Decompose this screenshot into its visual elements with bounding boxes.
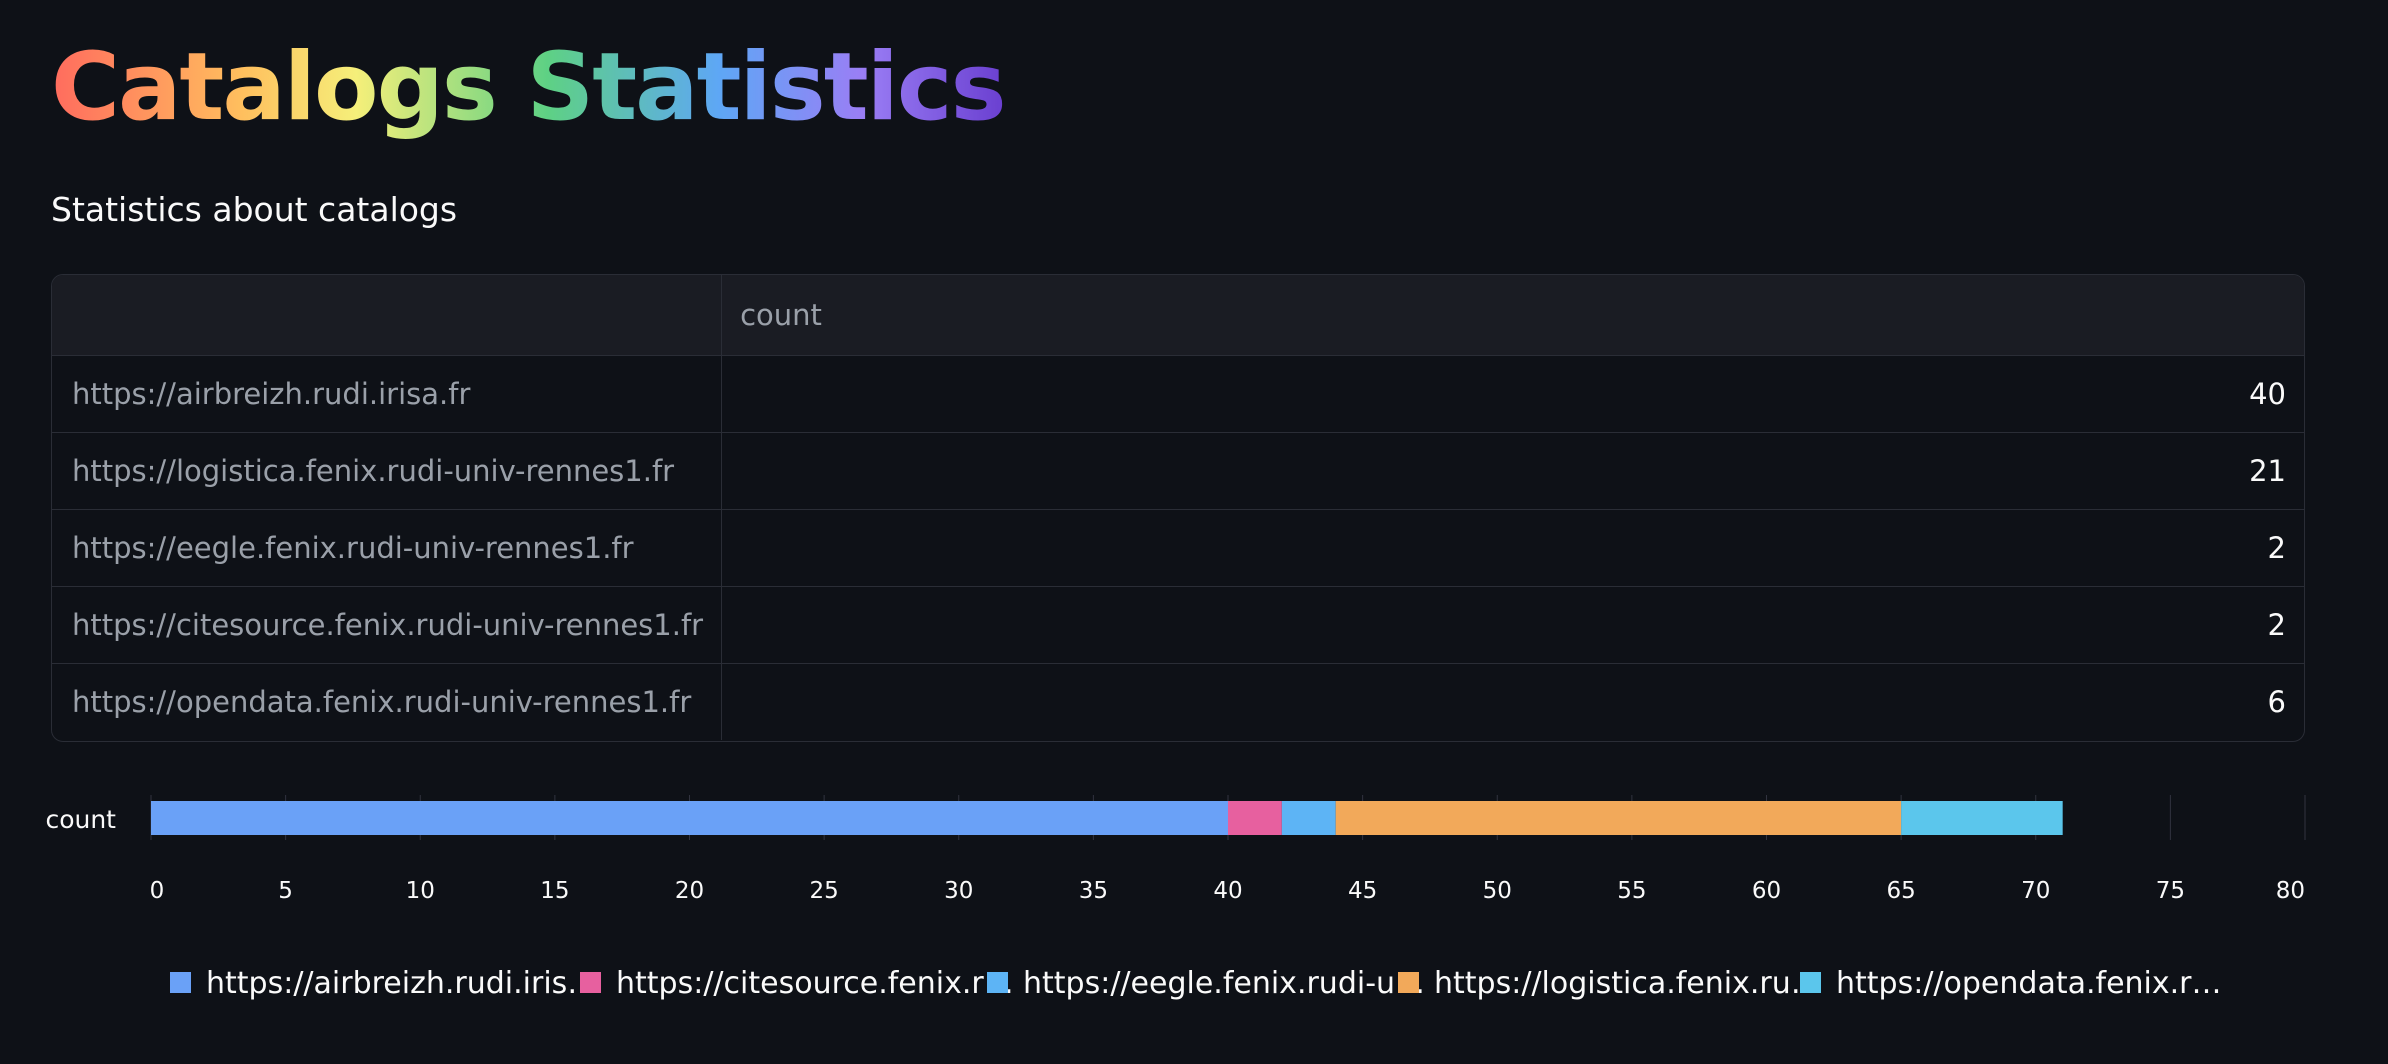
- table-row[interactable]: https://eegle.fenix.rudi-univ-rennes1.fr…: [52, 509, 2304, 587]
- x-tick-label: 55: [1617, 878, 1646, 904]
- bar-segment-5[interactable]: [1901, 801, 2063, 835]
- index-header[interactable]: [52, 275, 723, 356]
- x-tick-label: 75: [2156, 878, 2185, 904]
- bar-segment-2[interactable]: [1228, 801, 1282, 835]
- x-tick-label: 5: [278, 878, 293, 904]
- row-count: 2: [721, 509, 2304, 587]
- row-index: https://opendata.fenix.rudi-univ-rennes1…: [52, 663, 723, 740]
- legend-label[interactable]: https://citesource.fenix.r…: [616, 966, 1014, 1001]
- legend-label[interactable]: https://airbreizh.rudi.iris…: [206, 966, 597, 1001]
- page-subtitle: Statistics about catalogs: [51, 190, 458, 229]
- table-row[interactable]: https://logistica.fenix.rudi-univ-rennes…: [52, 432, 2304, 510]
- legend-swatch: [1398, 972, 1419, 993]
- x-tick-label: 30: [944, 878, 973, 904]
- table-row[interactable]: https://opendata.fenix.rudi-univ-rennes1…: [52, 663, 2304, 740]
- row-count: 2: [721, 586, 2304, 664]
- row-count: 40: [721, 355, 2304, 433]
- legend-swatch: [1800, 972, 1821, 993]
- page-title: Catalogs Statistics: [51, 28, 1007, 148]
- x-tick-label: 15: [540, 878, 569, 904]
- x-tick-label: 70: [2021, 878, 2050, 904]
- legend-label[interactable]: https://opendata.fenix.r…: [1836, 966, 2222, 1001]
- x-tick-label: 35: [1079, 878, 1108, 904]
- x-tick-label: 40: [1213, 878, 1242, 904]
- x-tick-label: 60: [1752, 878, 1781, 904]
- y-category-label: count: [45, 805, 116, 834]
- dataframe-table[interactable]: count https://airbreizh.rudi.irisa.fr 40…: [51, 274, 2305, 742]
- row-index: https://airbreizh.rudi.irisa.fr: [52, 355, 723, 433]
- row-index: https://eegle.fenix.rudi-univ-rennes1.fr: [52, 509, 723, 587]
- legend-swatch: [987, 972, 1008, 993]
- x-tick-label: 20: [675, 878, 704, 904]
- table-row[interactable]: https://citesource.fenix.rudi-univ-renne…: [52, 586, 2304, 664]
- row-count: 6: [2267, 684, 2286, 719]
- column-header-count[interactable]: count: [721, 275, 2304, 356]
- x-tick-label: 0: [150, 878, 165, 904]
- x-tick-label: 25: [809, 878, 838, 904]
- legend-label[interactable]: https://logistica.fenix.ru…: [1434, 966, 1821, 1001]
- legend-label[interactable]: https://eegle.fenix.rudi-u…: [1023, 966, 1425, 1001]
- x-tick-label: 50: [1483, 878, 1512, 904]
- bar-segment-4[interactable]: [1335, 801, 1902, 835]
- x-tick-label: 65: [1886, 878, 1915, 904]
- x-tick-label: 80: [2276, 878, 2305, 904]
- x-tick-label: 45: [1348, 878, 1377, 904]
- table-row[interactable]: https://airbreizh.rudi.irisa.fr 40: [52, 355, 2304, 433]
- legend-swatch: [580, 972, 601, 993]
- legend-swatch: [170, 972, 191, 993]
- row-index: https://citesource.fenix.rudi-univ-renne…: [52, 586, 723, 664]
- x-tick-label: 10: [406, 878, 435, 904]
- bar-segment-3[interactable]: [1281, 801, 1336, 835]
- stacked-bar-chart[interactable]: count 0 5 10 15 20 25 30 35 40 45 50 55 60 65 70 75 80 htt…: [0, 760, 2388, 1060]
- bar-segment-1[interactable]: [151, 801, 1228, 835]
- table-header-row: count: [52, 275, 2304, 356]
- row-index: https://logistica.fenix.rudi-univ-rennes…: [52, 432, 723, 510]
- row-count: 21: [721, 432, 2304, 510]
